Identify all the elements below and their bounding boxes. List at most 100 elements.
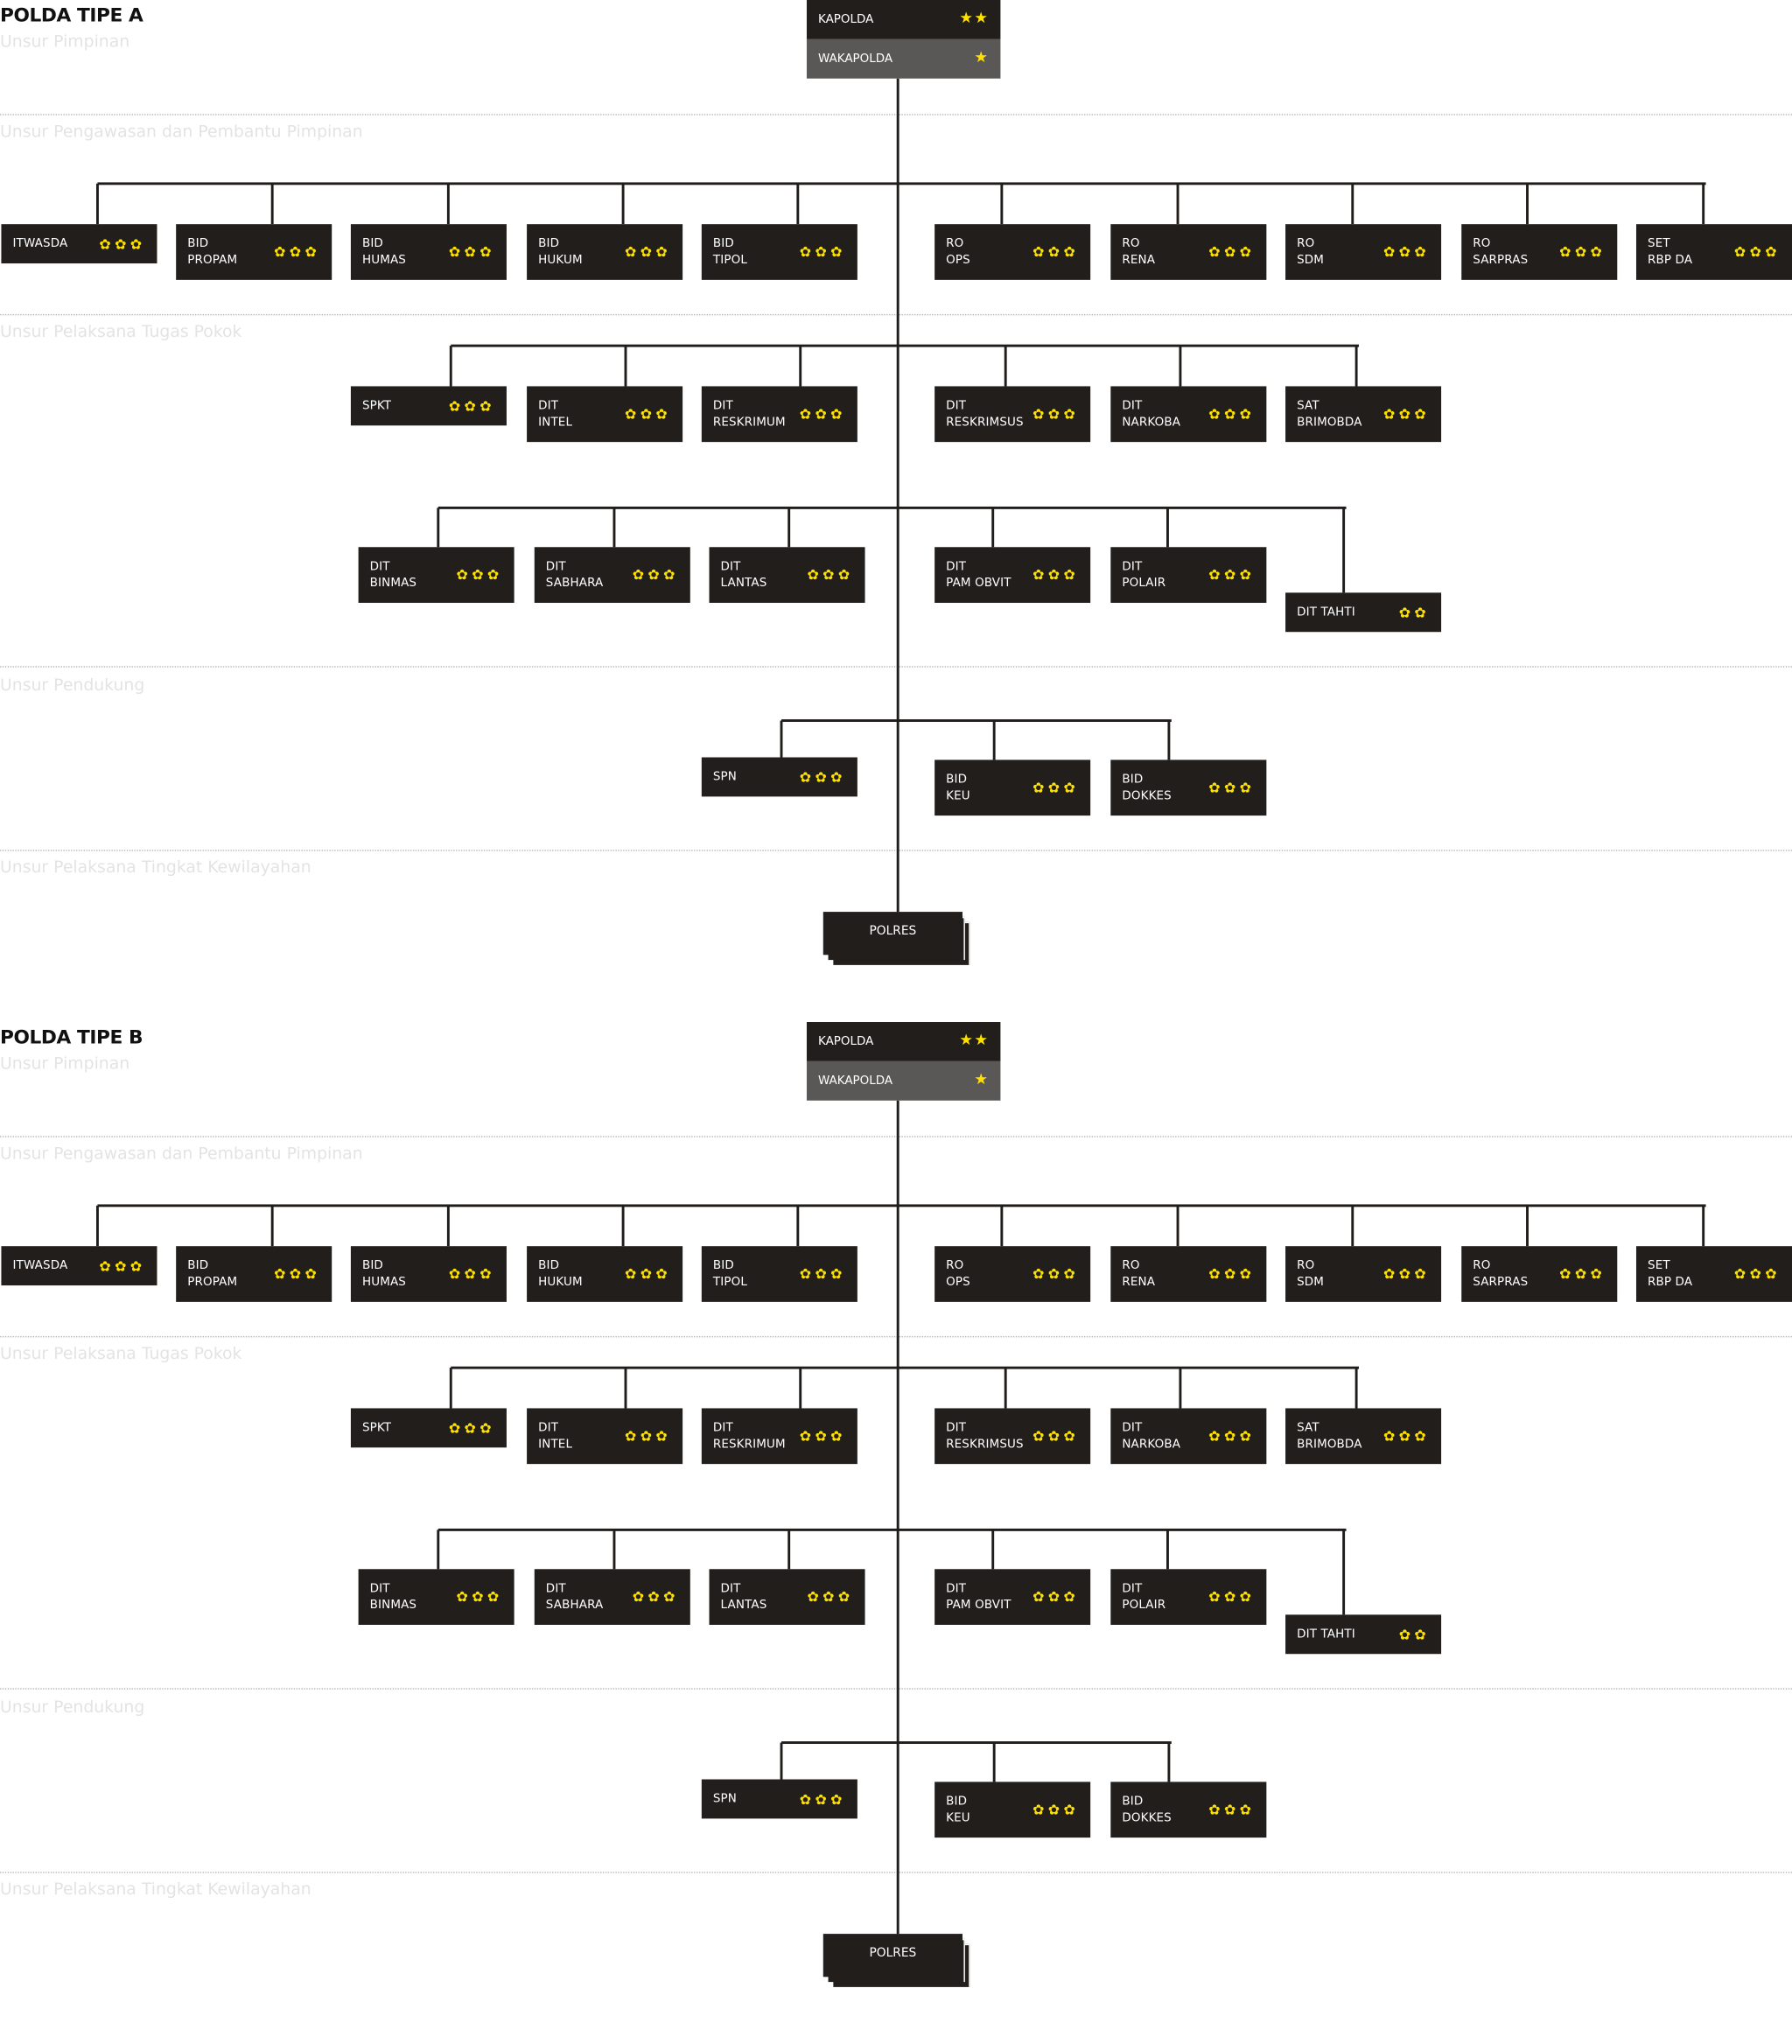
connector-line [992,1742,996,1782]
unit-box[interactable]: BID KEU ✿✿✿ [934,760,1091,816]
unit-box[interactable]: DIT RESKRIMSUS ✿✿✿ [934,386,1091,443]
connector-line [788,1530,791,1570]
unit-box[interactable]: BID TIPOL ✿✿✿ [701,224,858,280]
rank-flower-icon: ✿✿ [1398,1626,1431,1643]
unit-box[interactable]: DIT TAHTI ✿✿ [1285,592,1442,633]
unit-label: DIT BINMAS [369,1581,417,1613]
rank-flower-icon: ✿✿ [1398,604,1431,621]
unit-box[interactable]: DIT LANTAS ✿✿✿ [709,547,865,603]
unit-box[interactable]: RO RENA ✿✿✿ [1110,1246,1267,1302]
rank-flower-icon: ✿✿✿ [448,397,495,415]
unit-box[interactable]: RO SARPRAS ✿✿✿ [1461,224,1618,280]
unit-label: DIT POLAIR [1122,559,1166,591]
rank-flower-icon: ✿✿✿ [274,243,321,261]
connector-line [1526,183,1529,225]
unit-box[interactable]: ITWASDA ✿✿✿ [1,1246,158,1286]
unit-box[interactable]: SET RBP DA ✿✿✿ [1635,1246,1792,1302]
unit-box[interactable]: DIT POLAIR ✿✿✿ [1110,547,1267,603]
unit-box[interactable]: BID HUKUM ✿✿✿ [527,1246,683,1302]
connector-line [446,183,450,225]
unit-box[interactable]: RO SARPRAS ✿✿✿ [1461,1246,1618,1302]
rank-flower-icon: ✿✿✿ [625,243,672,261]
unit-box[interactable]: BID DOKKES ✿✿✿ [1110,760,1267,816]
connector-line [1176,183,1180,225]
rank-flower-icon: ✿✿✿ [799,405,846,423]
unit-label: DIT SABHARA [545,559,604,591]
unit-box[interactable]: BID DOKKES ✿✿✿ [1110,1782,1267,1838]
connector-line [1000,183,1004,225]
unit-box[interactable]: BID KEU ✿✿✿ [934,1782,1091,1838]
main-spine-line [896,1100,900,1935]
rank-flower-icon: ✿✿✿ [99,235,146,253]
unit-box[interactable]: SET RBP DA ✿✿✿ [1635,224,1792,280]
unit-box[interactable]: DIT SABHARA ✿✿✿ [534,1569,690,1625]
unit-box[interactable]: BID HUMAS ✿✿✿ [350,1246,507,1302]
connector-line [799,346,802,387]
unit-label: DIT RESKRIMUM [712,398,786,430]
unit-box[interactable]: SAT BRIMOBDA ✿✿✿ [1285,1408,1442,1465]
rank-flower-icon: ✿✿✿ [807,566,854,584]
unit-box[interactable]: DIT POLAIR ✿✿✿ [1110,1569,1267,1625]
wakapolda-box[interactable]: WAKAPOLDA ★ [806,38,1001,79]
rank-flower-icon: ✿✿✿ [99,1257,146,1275]
unit-box[interactable]: RO OPS ✿✿✿ [934,224,1091,280]
unit-label: DIT RESKRIMSUS [946,1420,1024,1452]
wakapolda-box[interactable]: WAKAPOLDA ★ [806,1060,1001,1101]
rank-flower-icon: ✿✿✿ [1032,1265,1080,1283]
unit-box[interactable]: DIT NARKOBA ✿✿✿ [1110,386,1267,443]
level-divider [0,666,1792,668]
unit-box[interactable]: RO RENA ✿✿✿ [1110,224,1267,280]
unit-box[interactable]: DIT PAM OBVIT ✿✿✿ [934,547,1091,603]
branch-bar-line [781,719,1172,722]
connector-line [1351,183,1354,225]
unit-label: BID HUKUM [538,236,583,268]
unit-box[interactable]: DIT SABHARA ✿✿✿ [534,547,690,603]
unit-box[interactable]: DIT RESKRIMUM ✿✿✿ [701,386,858,443]
unit-box[interactable]: SPKT ✿✿✿ [350,386,507,426]
unit-box[interactable]: RO SDM ✿✿✿ [1285,224,1442,280]
unit-box[interactable]: BID HUKUM ✿✿✿ [527,224,683,280]
rank-flower-icon: ✿✿✿ [1208,243,1256,261]
unit-box[interactable]: DIT PAM OBVIT ✿✿✿ [934,1569,1091,1625]
rank-flower-icon: ✿✿✿ [625,1265,672,1283]
connector-line [1167,1742,1171,1782]
unit-box[interactable]: BID PROPAM ✿✿✿ [176,224,332,280]
unit-box[interactable]: BID PROPAM ✿✿✿ [176,1246,332,1302]
unit-box[interactable]: DIT LANTAS ✿✿✿ [709,1569,865,1625]
unit-label: SAT BRIMOBDA [1297,1420,1362,1452]
unit-box[interactable]: ITWASDA ✿✿✿ [1,224,158,264]
unit-box[interactable]: DIT NARKOBA ✿✿✿ [1110,1408,1267,1465]
unit-box[interactable]: BID TIPOL ✿✿✿ [701,1246,858,1302]
polres-box[interactable]: POLRES [822,912,962,956]
unit-box[interactable]: BID HUMAS ✿✿✿ [350,224,507,280]
unit-box[interactable]: DIT RESKRIMSUS ✿✿✿ [934,1408,1091,1465]
kapolda-box[interactable]: KAPOLDA ★★ [806,0,1001,39]
unit-box[interactable]: RO SDM ✿✿✿ [1285,1246,1442,1302]
connector-line [1166,508,1169,548]
unit-box[interactable]: DIT BINMAS ✿✿✿ [358,1569,514,1625]
rank-flower-icon: ✿✿✿ [1559,243,1606,261]
unit-box[interactable]: DIT INTEL ✿✿✿ [527,386,683,443]
unit-box[interactable]: RO OPS ✿✿✿ [934,1246,1091,1302]
unit-label: RO SARPRAS [1473,236,1529,268]
section-title: POLDA TIPE B [0,1026,144,1049]
unit-box[interactable]: SAT BRIMOBDA ✿✿✿ [1285,386,1442,443]
level-label: Unsur Pelaksana Tugas Pokok [0,1345,242,1364]
kapolda-box[interactable]: KAPOLDA ★★ [806,1022,1001,1061]
unit-label: DIT BINMAS [369,559,417,591]
unit-box[interactable]: DIT INTEL ✿✿✿ [527,1408,683,1465]
level-divider [0,1335,1792,1338]
connector-line [780,1742,783,1780]
unit-label: BID KEU [946,772,970,803]
unit-box[interactable]: SPKT ✿✿✿ [350,1408,507,1448]
unit-box[interactable]: DIT RESKRIMUM ✿✿✿ [701,1408,858,1465]
unit-box[interactable]: SPN ✿✿✿ [701,757,858,797]
unit-box[interactable]: DIT BINMAS ✿✿✿ [358,547,514,603]
rank-flower-icon: ✿✿✿ [448,1265,495,1283]
unit-box[interactable]: SPN ✿✿✿ [701,1779,858,1819]
connector-line [1000,1205,1004,1247]
polres-box[interactable]: POLRES [822,1934,962,1978]
connector-line [624,346,627,387]
unit-label: SPKT [361,398,392,413]
unit-box[interactable]: DIT TAHTI ✿✿ [1285,1614,1442,1655]
